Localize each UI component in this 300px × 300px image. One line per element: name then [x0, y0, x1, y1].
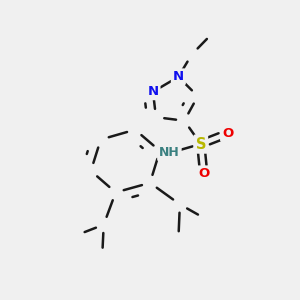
- Text: O: O: [198, 167, 209, 180]
- Text: O: O: [222, 127, 233, 140]
- Text: N: N: [173, 70, 184, 83]
- Text: S: S: [196, 136, 206, 152]
- Text: N: N: [147, 85, 158, 98]
- Text: NH: NH: [159, 146, 180, 160]
